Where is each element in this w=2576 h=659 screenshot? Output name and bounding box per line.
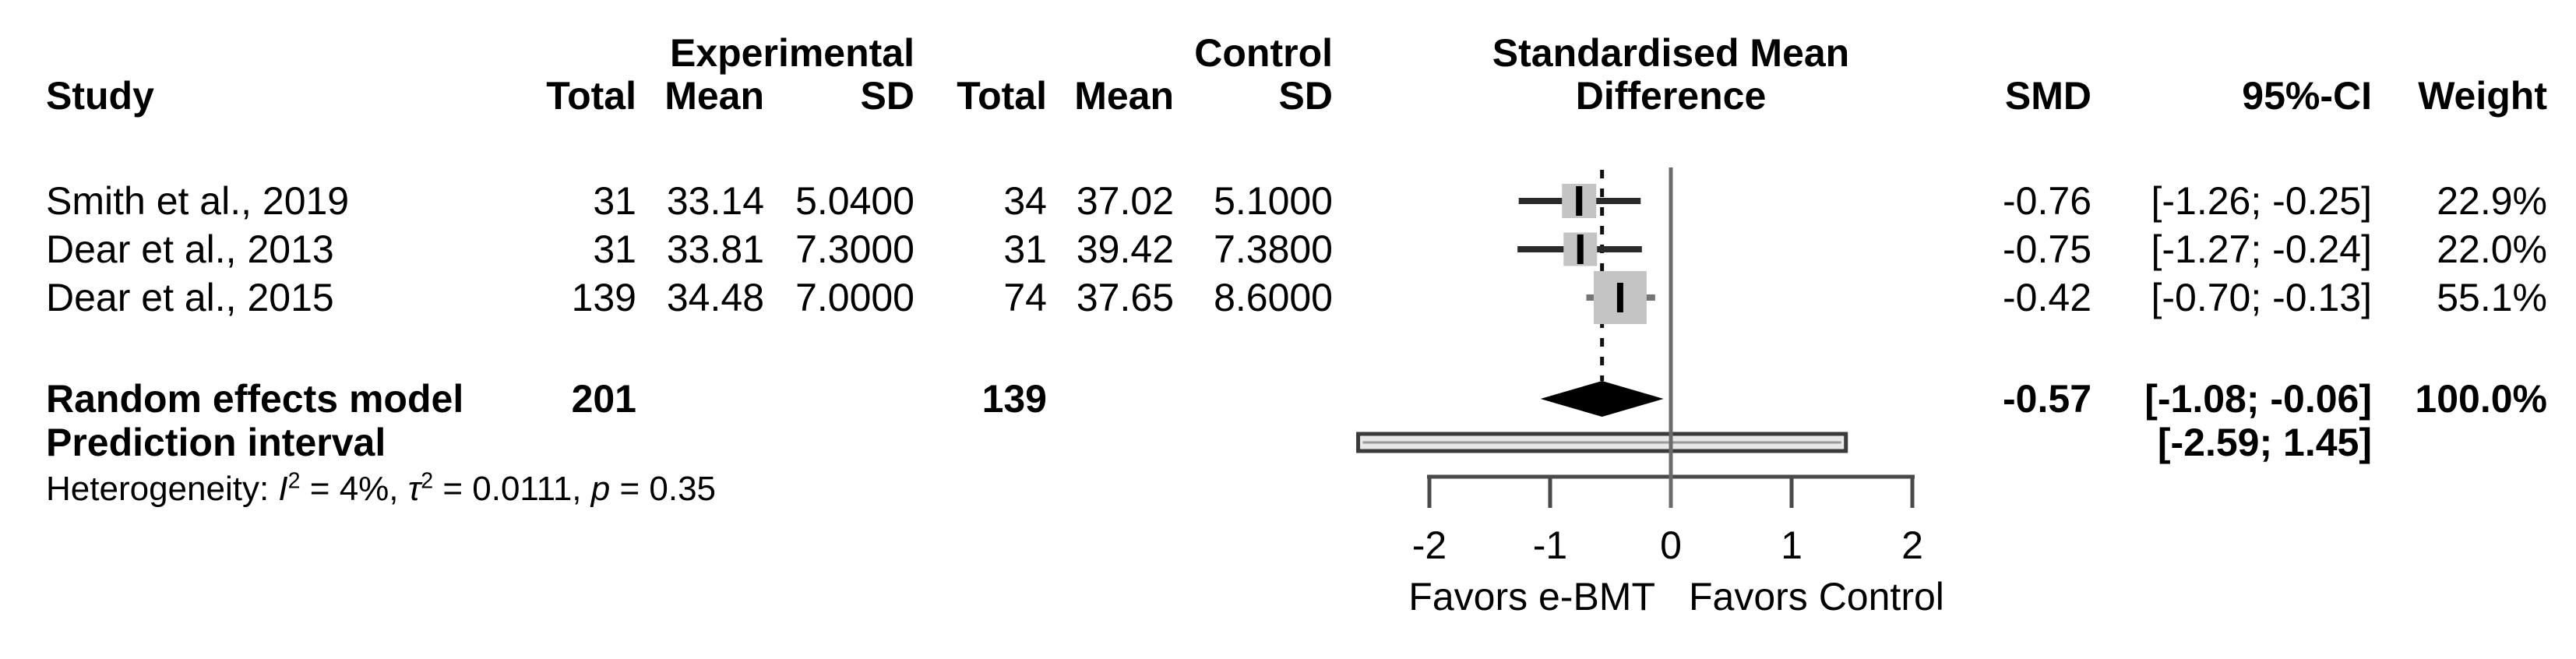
header-smd: SMD — [2004, 74, 2091, 118]
het-tau-sup: 2 — [421, 468, 434, 494]
study-smd: -0.75 — [2003, 227, 2091, 271]
pooled-smd: -0.57 — [2003, 377, 2091, 421]
prediction-interval-label: Prediction interval — [46, 421, 386, 464]
header-ctrl-mean: Mean — [1074, 74, 1174, 118]
study-weight: 55.1% — [2437, 276, 2547, 319]
header-weight: Weight — [2418, 74, 2547, 118]
header-study: Study — [46, 74, 154, 118]
header-effect-line2: Difference — [1575, 74, 1767, 118]
header-group-control: Control — [1194, 31, 1333, 75]
pooled-diamond — [1540, 381, 1664, 417]
header-exp-total: Total — [546, 74, 636, 118]
axis-tick-label: 1 — [1781, 523, 1802, 567]
axis-tick-label: 0 — [1660, 523, 1682, 567]
study-weight: 22.9% — [2437, 179, 2547, 223]
pooled-ctrl-total: 139 — [981, 377, 1047, 421]
study-point-estimate-tick — [1576, 186, 1583, 216]
pooled-ci: [-1.08; -0.06] — [2144, 377, 2372, 421]
het-p-value: = 0.35 — [610, 470, 717, 508]
study-weight: 22.0% — [2437, 227, 2547, 271]
study-ctrl-mean: 37.02 — [1076, 179, 1174, 223]
study-name: Dear et al., 2013 — [46, 227, 334, 271]
pooled-weight: 100.0% — [2415, 377, 2547, 421]
study-point-estimate-tick — [1577, 234, 1584, 264]
study-ctrl-sd: 7.3800 — [1214, 227, 1333, 271]
study-exp-total: 31 — [593, 227, 636, 271]
study-ctrl-sd: 8.6000 — [1214, 276, 1333, 319]
study-ctrl-mean: 37.65 — [1076, 276, 1174, 319]
axis-tick-label: -2 — [1411, 523, 1447, 567]
header-exp-sd: SD — [860, 74, 914, 118]
header-effect-line1: Standardised Mean — [1492, 31, 1850, 75]
study-ctrl-sd: 5.1000 — [1214, 179, 1333, 223]
header-ci: 95%-CI — [2242, 74, 2372, 118]
header-ctrl-total: Total — [957, 74, 1047, 118]
study-exp-total: 139 — [571, 276, 636, 319]
het-i-symbol: I — [278, 470, 288, 508]
study-name: Dear et al., 2015 — [46, 276, 334, 319]
het-tau-symbol: τ — [407, 470, 421, 508]
favors-left-label: Favors e-BMT — [1408, 575, 1655, 618]
study-exp-mean: 33.14 — [666, 179, 764, 223]
het-tau-value: = 0.0111, — [433, 470, 591, 508]
axis-tick-label: -1 — [1532, 523, 1568, 567]
study-ctrl-total: 74 — [1003, 276, 1047, 319]
study-exp-sd: 7.3000 — [795, 227, 914, 271]
study-ctrl-total: 31 — [1003, 227, 1047, 271]
study-exp-sd: 5.0400 — [795, 179, 914, 223]
study-ci: [-0.70; -0.13] — [2151, 276, 2373, 319]
het-i-value: = 4%, — [300, 470, 408, 508]
header-exp-mean: Mean — [664, 74, 764, 118]
study-ci: [-1.26; -0.25] — [2151, 179, 2373, 223]
study-smd: -0.42 — [2003, 276, 2091, 319]
het-prefix: Heterogeneity: — [46, 470, 279, 508]
study-ctrl-total: 34 — [1003, 179, 1047, 223]
pooled-exp-total: 201 — [571, 377, 636, 421]
het-i-sup: 2 — [287, 468, 301, 494]
study-ctrl-mean: 39.42 — [1076, 227, 1174, 271]
prediction-interval-ci: [-2.59; 1.45] — [2157, 421, 2372, 464]
study-exp-mean: 34.48 — [666, 276, 764, 319]
study-exp-mean: 33.81 — [666, 227, 764, 271]
het-p-symbol: p — [590, 470, 611, 508]
study-smd: -0.76 — [2003, 179, 2091, 223]
header-group-experimental: Experimental — [669, 31, 914, 75]
axis-tick-label: 2 — [1901, 523, 1923, 567]
favors-right-label: Favors Control — [1689, 575, 1944, 618]
pooled-label: Random effects model — [46, 377, 464, 421]
study-name: Smith et al., 2019 — [46, 179, 350, 223]
study-point-estimate-tick — [1616, 283, 1623, 312]
study-exp-sd: 7.0000 — [795, 276, 914, 319]
header-ctrl-sd: SD — [1278, 74, 1333, 118]
study-ci: [-1.27; -0.24] — [2151, 227, 2373, 271]
heterogeneity-text: Heterogeneity: I2 = 4%, τ2 = 0.0111, p =… — [46, 470, 716, 508]
study-exp-total: 31 — [593, 179, 636, 223]
